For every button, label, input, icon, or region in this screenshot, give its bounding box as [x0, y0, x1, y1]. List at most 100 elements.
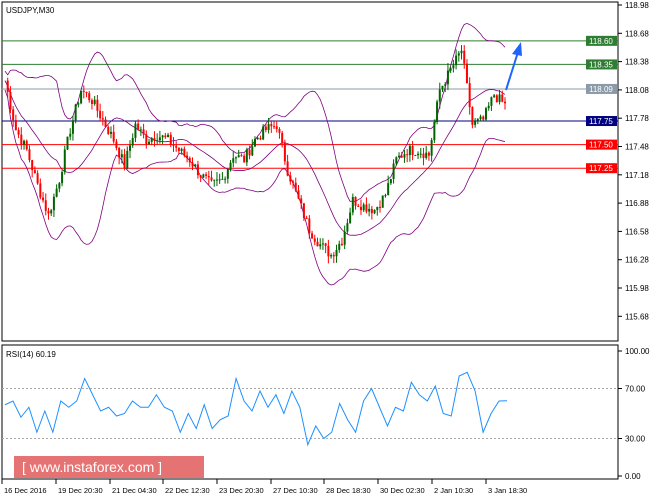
candle-body	[338, 243, 341, 250]
candle-body	[425, 152, 428, 158]
candle-body	[433, 121, 436, 141]
candle-body	[465, 63, 468, 84]
candle-body	[39, 183, 42, 198]
candle-body	[501, 94, 504, 102]
candle-body	[58, 183, 61, 189]
candle-body	[123, 154, 126, 169]
x-tick-label: 23 Dec 20:30	[219, 486, 264, 495]
candle-body	[446, 70, 449, 85]
candle-body	[354, 196, 357, 206]
candle-body	[259, 137, 262, 140]
candle-body	[218, 179, 221, 181]
candle-body	[251, 146, 254, 156]
y-tick-label: 118.08	[625, 86, 649, 95]
level-label: 117.75	[589, 117, 613, 126]
y-tick-label: 118.38	[625, 58, 649, 67]
watermark: [ www.instaforex.com ]	[14, 456, 204, 478]
candle-body	[142, 129, 145, 135]
level-badge	[586, 83, 617, 94]
candle-body	[109, 131, 112, 134]
candle-body	[25, 140, 28, 150]
candle-body	[302, 203, 305, 218]
candle-body	[479, 116, 482, 120]
candle-body	[134, 123, 137, 138]
candle-body	[213, 179, 216, 181]
x-tick-label: 21 Dec 04:30	[112, 486, 157, 495]
candle-body	[264, 126, 267, 131]
candle-body	[177, 147, 180, 151]
candle-body	[14, 120, 17, 131]
x-tick-label: 27 Dec 10:30	[273, 486, 318, 495]
candle-body	[463, 50, 466, 64]
candle-body	[400, 155, 403, 158]
candle-body	[487, 105, 490, 109]
candle-body	[99, 110, 102, 119]
candle-body	[77, 103, 80, 105]
rsi-y-tick-label: 70.00	[625, 385, 646, 394]
candle-body	[158, 137, 161, 141]
y-tick-label: 117.18	[625, 171, 649, 180]
candle-body	[452, 65, 455, 69]
candle-body	[248, 149, 251, 156]
candle-body	[436, 101, 439, 122]
level-label: 118.35	[589, 60, 613, 69]
candle-body	[243, 155, 246, 163]
candle-body	[93, 99, 96, 105]
rsi-panel-frame	[1, 344, 619, 480]
candle-body	[232, 158, 235, 163]
candle-body	[129, 145, 131, 151]
candle-body	[419, 153, 422, 155]
candle-body	[324, 243, 327, 246]
candle-body	[449, 68, 452, 71]
candle-body	[31, 160, 34, 171]
candle-body	[9, 92, 12, 110]
level-badge	[586, 116, 617, 127]
candle-body	[139, 129, 142, 131]
candle-body	[131, 137, 134, 146]
x-tick-label: 16 Dec 2016	[4, 486, 47, 495]
candle-body	[278, 129, 281, 133]
candle-body	[55, 188, 58, 197]
candle-body	[395, 157, 398, 164]
candle-body	[167, 134, 170, 138]
candle-body	[237, 155, 240, 158]
candle-body	[300, 198, 303, 204]
candle-body	[441, 85, 444, 90]
x-tick-label: 28 Dec 18:30	[326, 486, 371, 495]
candle-body	[254, 138, 256, 147]
candle-body	[340, 243, 343, 245]
candle-body	[471, 107, 474, 125]
candle-body	[330, 255, 333, 257]
y-tick-label: 116.58	[625, 227, 649, 236]
candle-body	[321, 243, 324, 245]
candle-body	[23, 140, 26, 145]
candle-body	[17, 130, 20, 135]
candle-body	[490, 97, 493, 106]
candle-body	[71, 120, 74, 134]
candle-body	[392, 163, 395, 179]
candle-body	[468, 83, 471, 108]
y-tick-label: 115.68	[625, 312, 649, 321]
bb-lower	[4, 89, 506, 286]
candle-body	[438, 89, 441, 102]
candle-body	[376, 206, 379, 210]
candle-body	[297, 190, 300, 199]
candle-body	[194, 164, 197, 167]
x-tick-label: 3 Jan 18:30	[488, 486, 527, 495]
candle-body	[28, 149, 31, 161]
candle-body	[384, 195, 387, 197]
candle-body	[44, 200, 47, 211]
candle-body	[398, 155, 401, 158]
candle-body	[308, 218, 311, 234]
candle-body	[498, 94, 501, 103]
candle-body	[474, 121, 477, 125]
candle-body	[368, 208, 371, 212]
candle-body	[82, 90, 85, 92]
candle-body	[313, 238, 316, 242]
candle-body	[118, 147, 121, 158]
candle-body	[406, 154, 409, 156]
candle-body	[349, 212, 352, 224]
candle-body	[148, 141, 151, 145]
candle-body	[493, 95, 496, 98]
